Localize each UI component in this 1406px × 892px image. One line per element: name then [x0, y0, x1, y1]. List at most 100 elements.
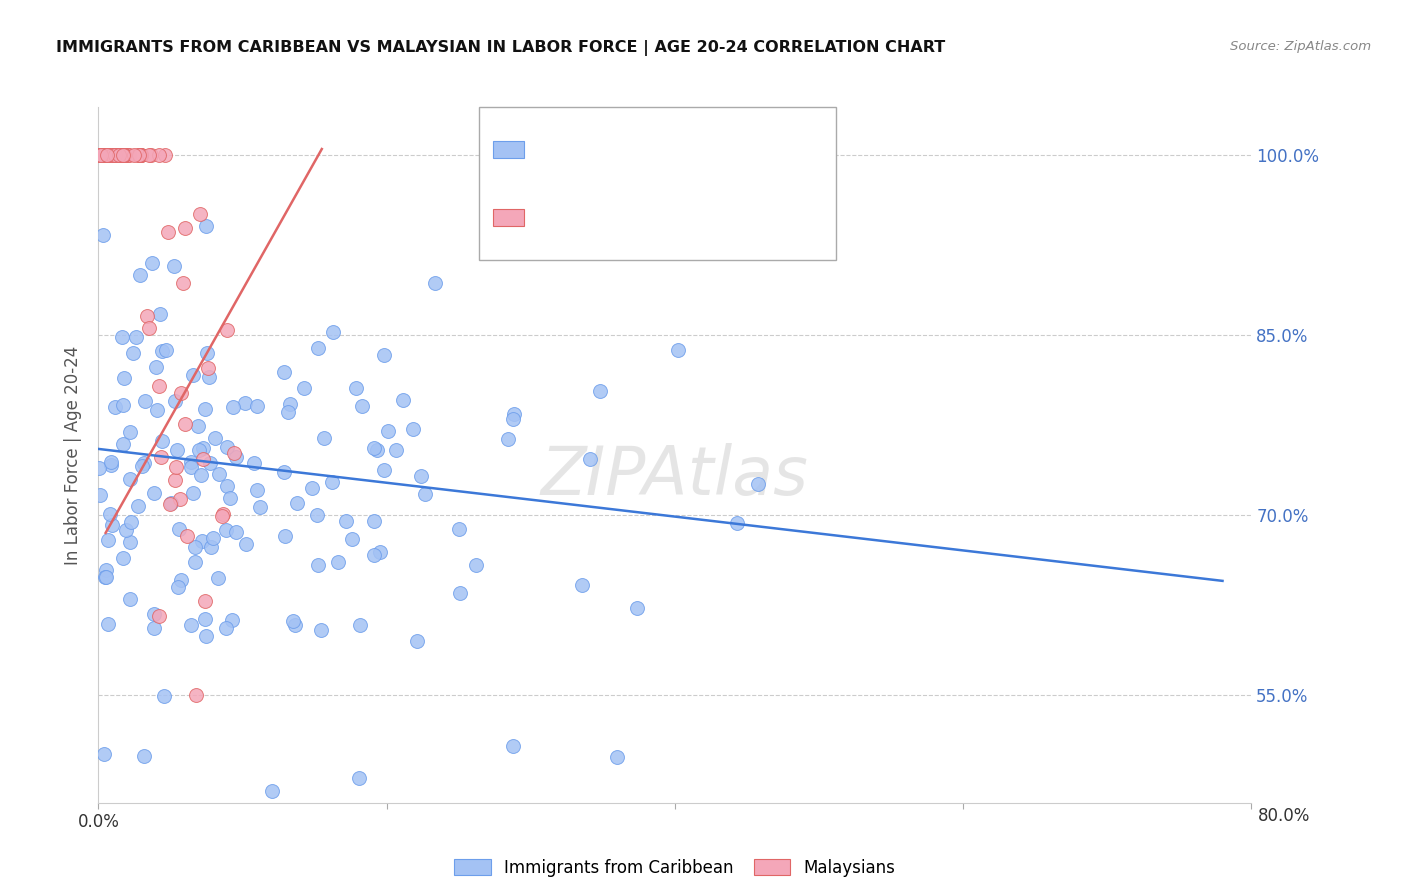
Point [340, 533, 363, 547]
Point [131, 458, 153, 473]
Point [190, 468, 212, 483]
Point [309, 624, 332, 638]
Point [215, 621, 238, 635]
Point [96, 148, 118, 162]
Point [134, 394, 156, 409]
Point [725, 516, 748, 531]
Point [150, 344, 173, 359]
Point [148, 609, 170, 624]
Point [111, 398, 134, 412]
Point [335, 514, 357, 528]
Point [114, 148, 136, 162]
Point [221, 613, 243, 627]
Point [235, 537, 257, 551]
Point [128, 148, 150, 162]
Point [112, 437, 135, 451]
Point [305, 508, 328, 523]
Point [373, 348, 395, 362]
Point [97, 148, 120, 162]
Point [112, 148, 135, 162]
Point [143, 607, 166, 621]
Point [184, 541, 207, 555]
Point [589, 384, 612, 399]
Point [579, 452, 602, 467]
Point [112, 148, 135, 162]
Point [90, 148, 112, 162]
Point [349, 618, 371, 632]
Point [159, 498, 181, 512]
Point [124, 148, 146, 162]
Point [111, 330, 134, 344]
Point [188, 443, 211, 458]
Point [136, 309, 159, 323]
Point [747, 477, 769, 491]
Point [165, 474, 187, 488]
Point [101, 148, 124, 162]
Point [167, 522, 190, 536]
Point [107, 148, 129, 162]
Point [152, 689, 174, 703]
Point [281, 614, 304, 628]
Text: R =  0.309   N =  76: R = 0.309 N = 76 [533, 208, 714, 227]
Point [121, 346, 143, 360]
Point [366, 442, 388, 457]
Point [211, 509, 233, 524]
Point [131, 148, 153, 162]
Point [101, 148, 124, 162]
Point [149, 308, 172, 322]
Point [284, 617, 307, 632]
Point [166, 442, 188, 457]
Point [294, 381, 316, 395]
Point [204, 431, 226, 445]
Point [273, 529, 295, 543]
Point [146, 403, 169, 417]
Point [132, 456, 155, 470]
Point [413, 486, 436, 500]
Point [423, 276, 446, 290]
Point [363, 548, 385, 562]
Point [104, 148, 127, 162]
Point [328, 555, 350, 569]
Point [118, 148, 141, 162]
Point [139, 148, 162, 162]
Point [277, 405, 299, 419]
Point [127, 148, 149, 162]
Point [606, 750, 628, 764]
Point [363, 514, 385, 528]
Point [246, 483, 269, 497]
Point [322, 325, 344, 339]
Point [148, 148, 170, 162]
Point [138, 148, 160, 162]
Point [118, 535, 141, 549]
Point [112, 148, 135, 162]
Point [571, 578, 593, 592]
Point [212, 508, 235, 522]
Point [385, 442, 408, 457]
Point [111, 551, 134, 566]
Point [225, 525, 247, 540]
Point [148, 379, 170, 393]
Point [149, 450, 172, 464]
Point [215, 440, 238, 454]
Point [89, 488, 111, 502]
Point [222, 400, 245, 414]
Text: R = -0.303   N = 146: R = -0.303 N = 146 [533, 141, 720, 159]
Point [197, 346, 219, 360]
Point [496, 432, 519, 446]
Point [187, 418, 209, 433]
Point [242, 456, 264, 470]
Text: IMMIGRANTS FROM CARIBBEAN VS MALAYSIAN IN LABOR FORCE | AGE 20-24 CORRELATION CH: IMMIGRANTS FROM CARIBBEAN VS MALAYSIAN I… [56, 40, 945, 56]
Point [90, 148, 112, 162]
Point [180, 618, 202, 632]
Point [100, 455, 122, 469]
Point [96, 148, 118, 162]
Point [125, 330, 148, 344]
Point [180, 460, 202, 475]
Point [392, 392, 415, 407]
Point [96, 148, 118, 162]
Point [502, 739, 524, 753]
Point [97, 148, 120, 162]
Point [93, 148, 115, 162]
Point [183, 556, 205, 570]
Point [117, 148, 139, 162]
